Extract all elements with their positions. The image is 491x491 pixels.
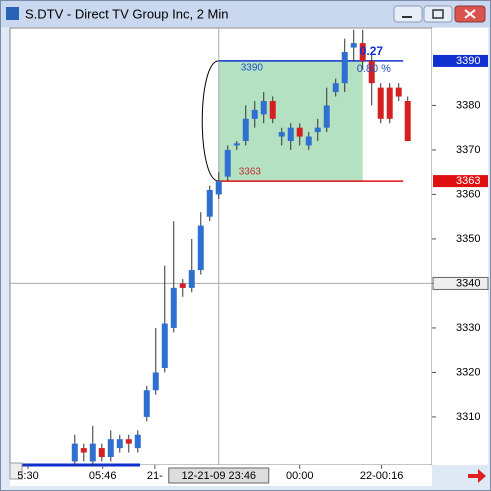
plot-layer: 3390 3363 0.27 0.80 %	[10, 28, 432, 466]
candle-body	[197, 225, 204, 271]
candle-body	[305, 136, 312, 146]
window-title: S.DTV - Direct TV Group Inc, 2 Min	[25, 6, 228, 21]
candle-body	[179, 283, 186, 288]
box-change-label: 0.27	[360, 44, 384, 58]
candle-body	[233, 143, 240, 146]
crosshair-price-label: 3340	[456, 277, 480, 289]
candle-body	[134, 434, 141, 449]
scroll-handle[interactable]	[9, 462, 23, 480]
candle-body	[224, 149, 231, 177]
candle-body	[260, 100, 267, 115]
y-tick-label: 3370	[456, 144, 480, 156]
candle-body	[107, 439, 114, 457]
y-tick-label: 3350	[456, 233, 480, 245]
y-tick-label: 3320	[456, 366, 480, 378]
x-tick-label: 22-00:16	[360, 470, 403, 482]
candle-body	[296, 127, 303, 137]
candle-body	[386, 87, 393, 119]
y-tick-label: 3360	[456, 188, 480, 200]
price-tag	[433, 175, 488, 188]
candle-body	[323, 105, 330, 128]
candle-body	[170, 287, 177, 328]
crosshair-time-tag	[168, 467, 270, 484]
minimize-button[interactable]	[393, 5, 423, 23]
candle-body	[278, 132, 285, 137]
candle-body	[116, 439, 123, 449]
candle-body	[161, 323, 168, 368]
candle-body	[242, 118, 249, 142]
close-icon	[464, 9, 476, 19]
x-tick-label: 05:46	[89, 470, 117, 482]
x-tick-label: 21-	[147, 470, 163, 482]
range-bracket	[201, 60, 219, 182]
y-tick-label: 3330	[456, 322, 480, 334]
candle-body	[377, 87, 384, 119]
price-axis	[432, 28, 488, 465]
candle-body	[188, 270, 195, 288]
price-tag	[433, 54, 488, 67]
range-box	[218, 60, 363, 182]
price-tag-label: 3390	[456, 55, 480, 67]
candle-body	[89, 443, 96, 462]
y-tick-label: 3310	[456, 411, 480, 423]
minimize-icon	[402, 16, 412, 18]
box-bottom-label: 3363	[239, 167, 262, 178]
candle-body	[359, 43, 366, 61]
candle-body	[71, 443, 78, 462]
app-icon	[6, 7, 19, 20]
x-tick-label: 5:30	[17, 470, 38, 482]
candle-body	[404, 100, 411, 142]
maximize-button[interactable]	[423, 5, 453, 23]
crosshair-price-tag	[432, 276, 489, 290]
candle-body	[332, 83, 339, 93]
candle-body	[269, 100, 276, 119]
price-tag-label: 3363	[456, 175, 480, 187]
box-percent-label: 0.80 %	[357, 63, 391, 75]
x-tick-label: 00:00	[286, 470, 314, 482]
candle-body	[341, 52, 348, 84]
candle-body	[395, 87, 402, 97]
candle-body	[350, 43, 357, 48]
maximize-icon	[432, 9, 444, 19]
candle-body	[314, 127, 321, 133]
crosshair-time-label: 12-21-09 23:46	[181, 470, 256, 482]
candle-body	[143, 390, 150, 417]
box-top-label: 3390	[241, 63, 264, 74]
candle-body	[215, 181, 222, 195]
candle-body	[98, 448, 105, 457]
candle-body	[287, 127, 294, 142]
candle-body	[80, 448, 87, 453]
candle-body	[368, 60, 375, 84]
scroll-arrow[interactable]	[468, 469, 486, 483]
candle-body	[152, 372, 159, 391]
y-tick-label: 3380	[456, 99, 480, 111]
candle-body	[251, 109, 258, 119]
candle-body	[206, 189, 213, 217]
candle-body	[125, 439, 132, 444]
